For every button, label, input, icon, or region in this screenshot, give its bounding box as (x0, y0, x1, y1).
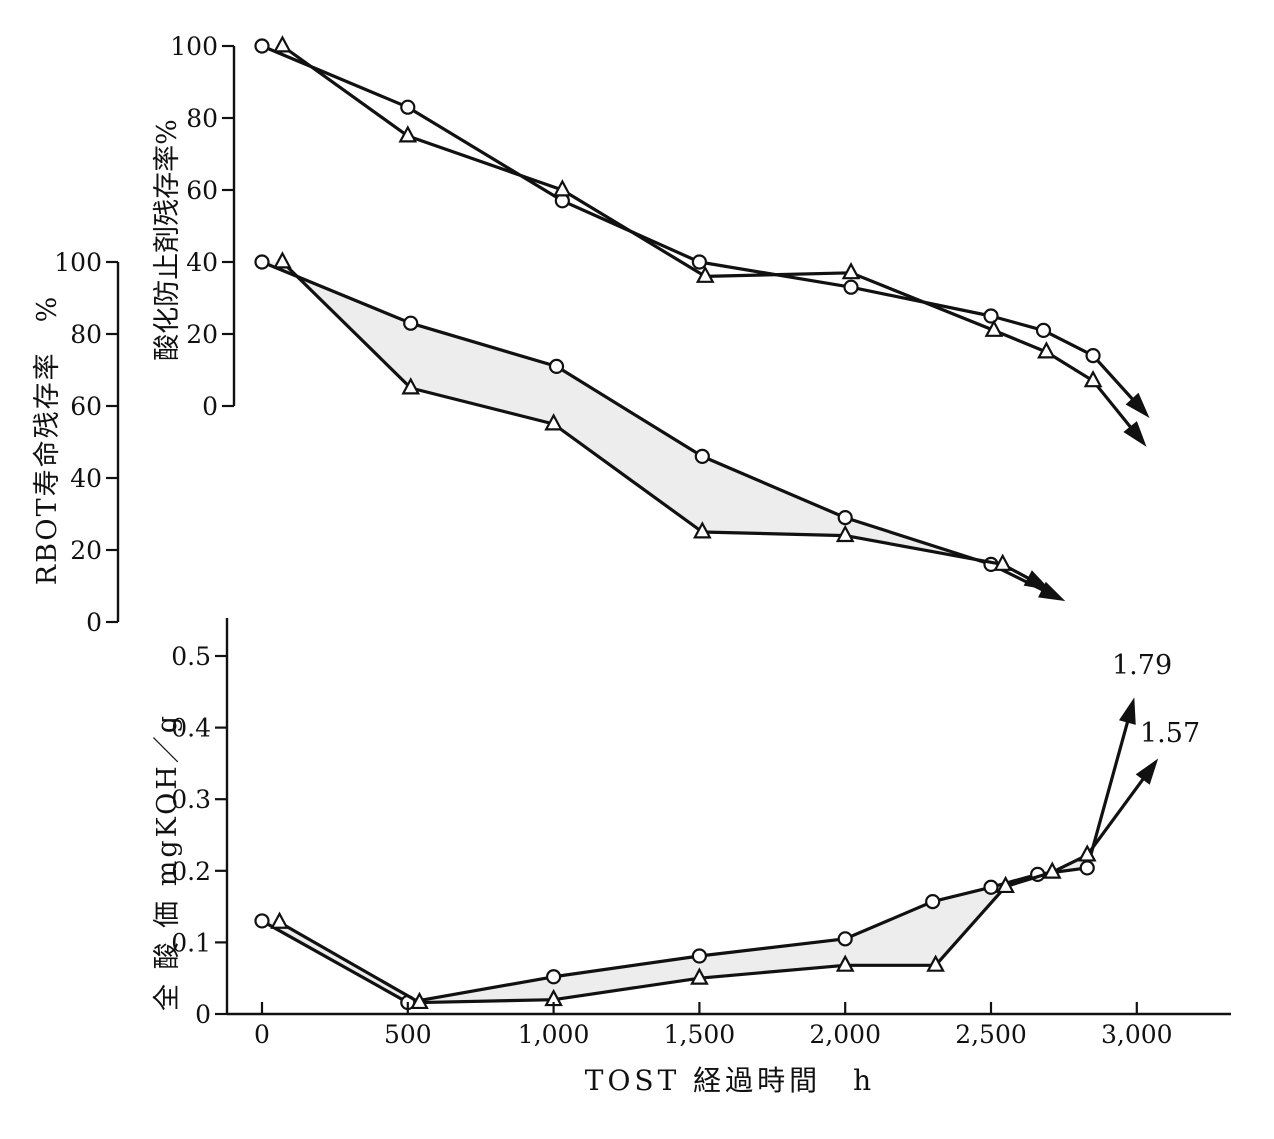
total_acid-series-triangle-arrow-head (1135, 758, 1159, 785)
rbot-difference-band (262, 262, 1003, 565)
total_acid-y-tick-label: 0.4 (171, 714, 211, 743)
antioxidant-plot (254, 35, 1150, 447)
total_acid-series-circle-arrow-head (1118, 697, 1136, 725)
total_acid-difference-band (262, 855, 1088, 1003)
rbot-triangle-point (835, 524, 855, 543)
antioxidant-y-tick-label: 20 (186, 320, 218, 349)
acid-plot (254, 697, 1159, 1011)
total_acid-circle-point (983, 879, 999, 895)
antioxidant-series-triangle-trend-line (1091, 379, 1132, 428)
x-tick-label: 1,500 (664, 1020, 736, 1049)
x-tick-label: 500 (384, 1020, 432, 1049)
antioxidant-y-tick-label: 40 (186, 248, 218, 277)
antioxidant-series-triangle-arrow-head (1123, 421, 1147, 447)
rbot-triangle-point (273, 251, 292, 269)
total_acid-circle-point (545, 969, 562, 985)
antioxidant-series-circle-trend-line (1091, 354, 1134, 401)
rbot-y-label: RBOT寿命残存率 % (32, 295, 63, 585)
x-tick-label: 1,000 (518, 1020, 590, 1049)
rbot-triangle-point (993, 553, 1013, 571)
antioxidant-y-tick-label: 100 (170, 32, 218, 61)
total_acid-y-tick-label: 0 (195, 1000, 211, 1029)
total_acid-circle-point (691, 948, 708, 964)
total_acid-triangle-point (1077, 844, 1097, 862)
x-axis-label: TOST 経過時間 h (585, 1064, 875, 1097)
antioxidant-series-triangle-line (281, 44, 1094, 383)
antioxidant-circle-point (983, 308, 999, 324)
total_acid-y-tick-label: 0.1 (171, 928, 211, 957)
rbot-circle-point (694, 448, 710, 464)
antioxidant-y-tick-label: 60 (186, 176, 218, 205)
x-tick-label: 0 (254, 1020, 270, 1049)
antioxidant-triangle-point (695, 265, 715, 283)
axis-ticks: 0 20 40 60 80 100 0 20 40 60 80 100 0 0.1 0.2 0.3 0.4 0.5… (54, 32, 1172, 1049)
antioxidant-triangle-point (841, 261, 861, 280)
antioxidant-circle-point (691, 254, 708, 270)
total_acid-triangle-point (926, 954, 945, 972)
annotation-1-79: 1.79 (1112, 650, 1172, 681)
rbot-y-tick-label: 20 (70, 536, 102, 565)
antioxidant-triangle-point (1037, 341, 1056, 359)
antioxidant-circle-point (1035, 322, 1052, 338)
total_acid-triangle-point (690, 967, 709, 985)
rbot-circle-point (403, 315, 419, 331)
rbot-triangle-point (544, 413, 563, 431)
rbot-y-tick-label: 60 (70, 392, 102, 421)
acid-y-label: 全 酸 価 mgKOH／g (152, 713, 183, 1011)
total_acid-y-tick-label: 0.5 (171, 642, 211, 671)
antioxidant-triangle-point (398, 125, 418, 143)
total_acid-circle-point (254, 913, 270, 929)
x-tick-label: 2,500 (955, 1020, 1027, 1049)
rbot-y-tick-label: 80 (70, 320, 102, 349)
total_acid-circle-point (1079, 860, 1095, 876)
rbot-y-tick-label: 0 (86, 608, 102, 637)
total_acid-series-triangle-trend-line (1085, 778, 1145, 856)
x-tick-label: 3,000 (1101, 1020, 1173, 1049)
antioxidant-y-tick-label: 80 (186, 104, 218, 133)
rbot-plot (254, 251, 1066, 602)
total_acid-triangle-point (1042, 861, 1062, 879)
antioxidant-y-label: 酸化防止剤残存率% (152, 119, 183, 361)
total_acid-circle-point (925, 893, 941, 910)
antioxidant-triangle-point (273, 35, 292, 53)
rbot-triangle-point (692, 521, 712, 539)
antioxidant-circle-point (1085, 348, 1101, 364)
antioxidant-circle-point (400, 99, 416, 115)
antioxidant-triangle-point (1083, 369, 1103, 388)
x-tick-label: 2,000 (809, 1020, 881, 1049)
antioxidant-y-tick-label: 0 (202, 392, 218, 421)
antioxidant-circle-point (254, 38, 270, 54)
antioxidant-triangle-point (984, 319, 1004, 337)
rbot-series-circle-line (261, 260, 992, 566)
rbot-circle-point (548, 358, 565, 374)
rbot-circle-point (837, 509, 853, 526)
rbot-triangle-point (401, 377, 421, 395)
total_acid-triangle-point (835, 954, 855, 972)
total_acid-y-tick-label: 0.3 (171, 785, 211, 814)
total_acid-triangle-point (410, 991, 429, 1010)
total_acid-triangle-point (996, 875, 1015, 894)
annotation-1-57: 1.57 (1140, 718, 1200, 749)
antioxidant-circle-point (843, 279, 859, 295)
rbot-circle-point (254, 254, 270, 270)
rbot-series-triangle-line (281, 260, 1003, 566)
total_acid-series-triangle-line (278, 853, 1088, 1005)
antioxidant-series-circle-line (261, 44, 1094, 358)
antioxidant-triangle-point (553, 179, 572, 197)
total_acid-triangle-point (270, 911, 289, 929)
rbot-series-triangle-arrow-head (1023, 570, 1051, 591)
total_acid-y-tick-label: 0.2 (171, 857, 211, 886)
rbot-y-tick-label: 40 (70, 464, 102, 493)
rbot-y-tick-label: 100 (54, 248, 102, 277)
total_acid-circle-point (837, 931, 853, 947)
antioxidant-series-circle-arrow-head (1125, 392, 1150, 418)
